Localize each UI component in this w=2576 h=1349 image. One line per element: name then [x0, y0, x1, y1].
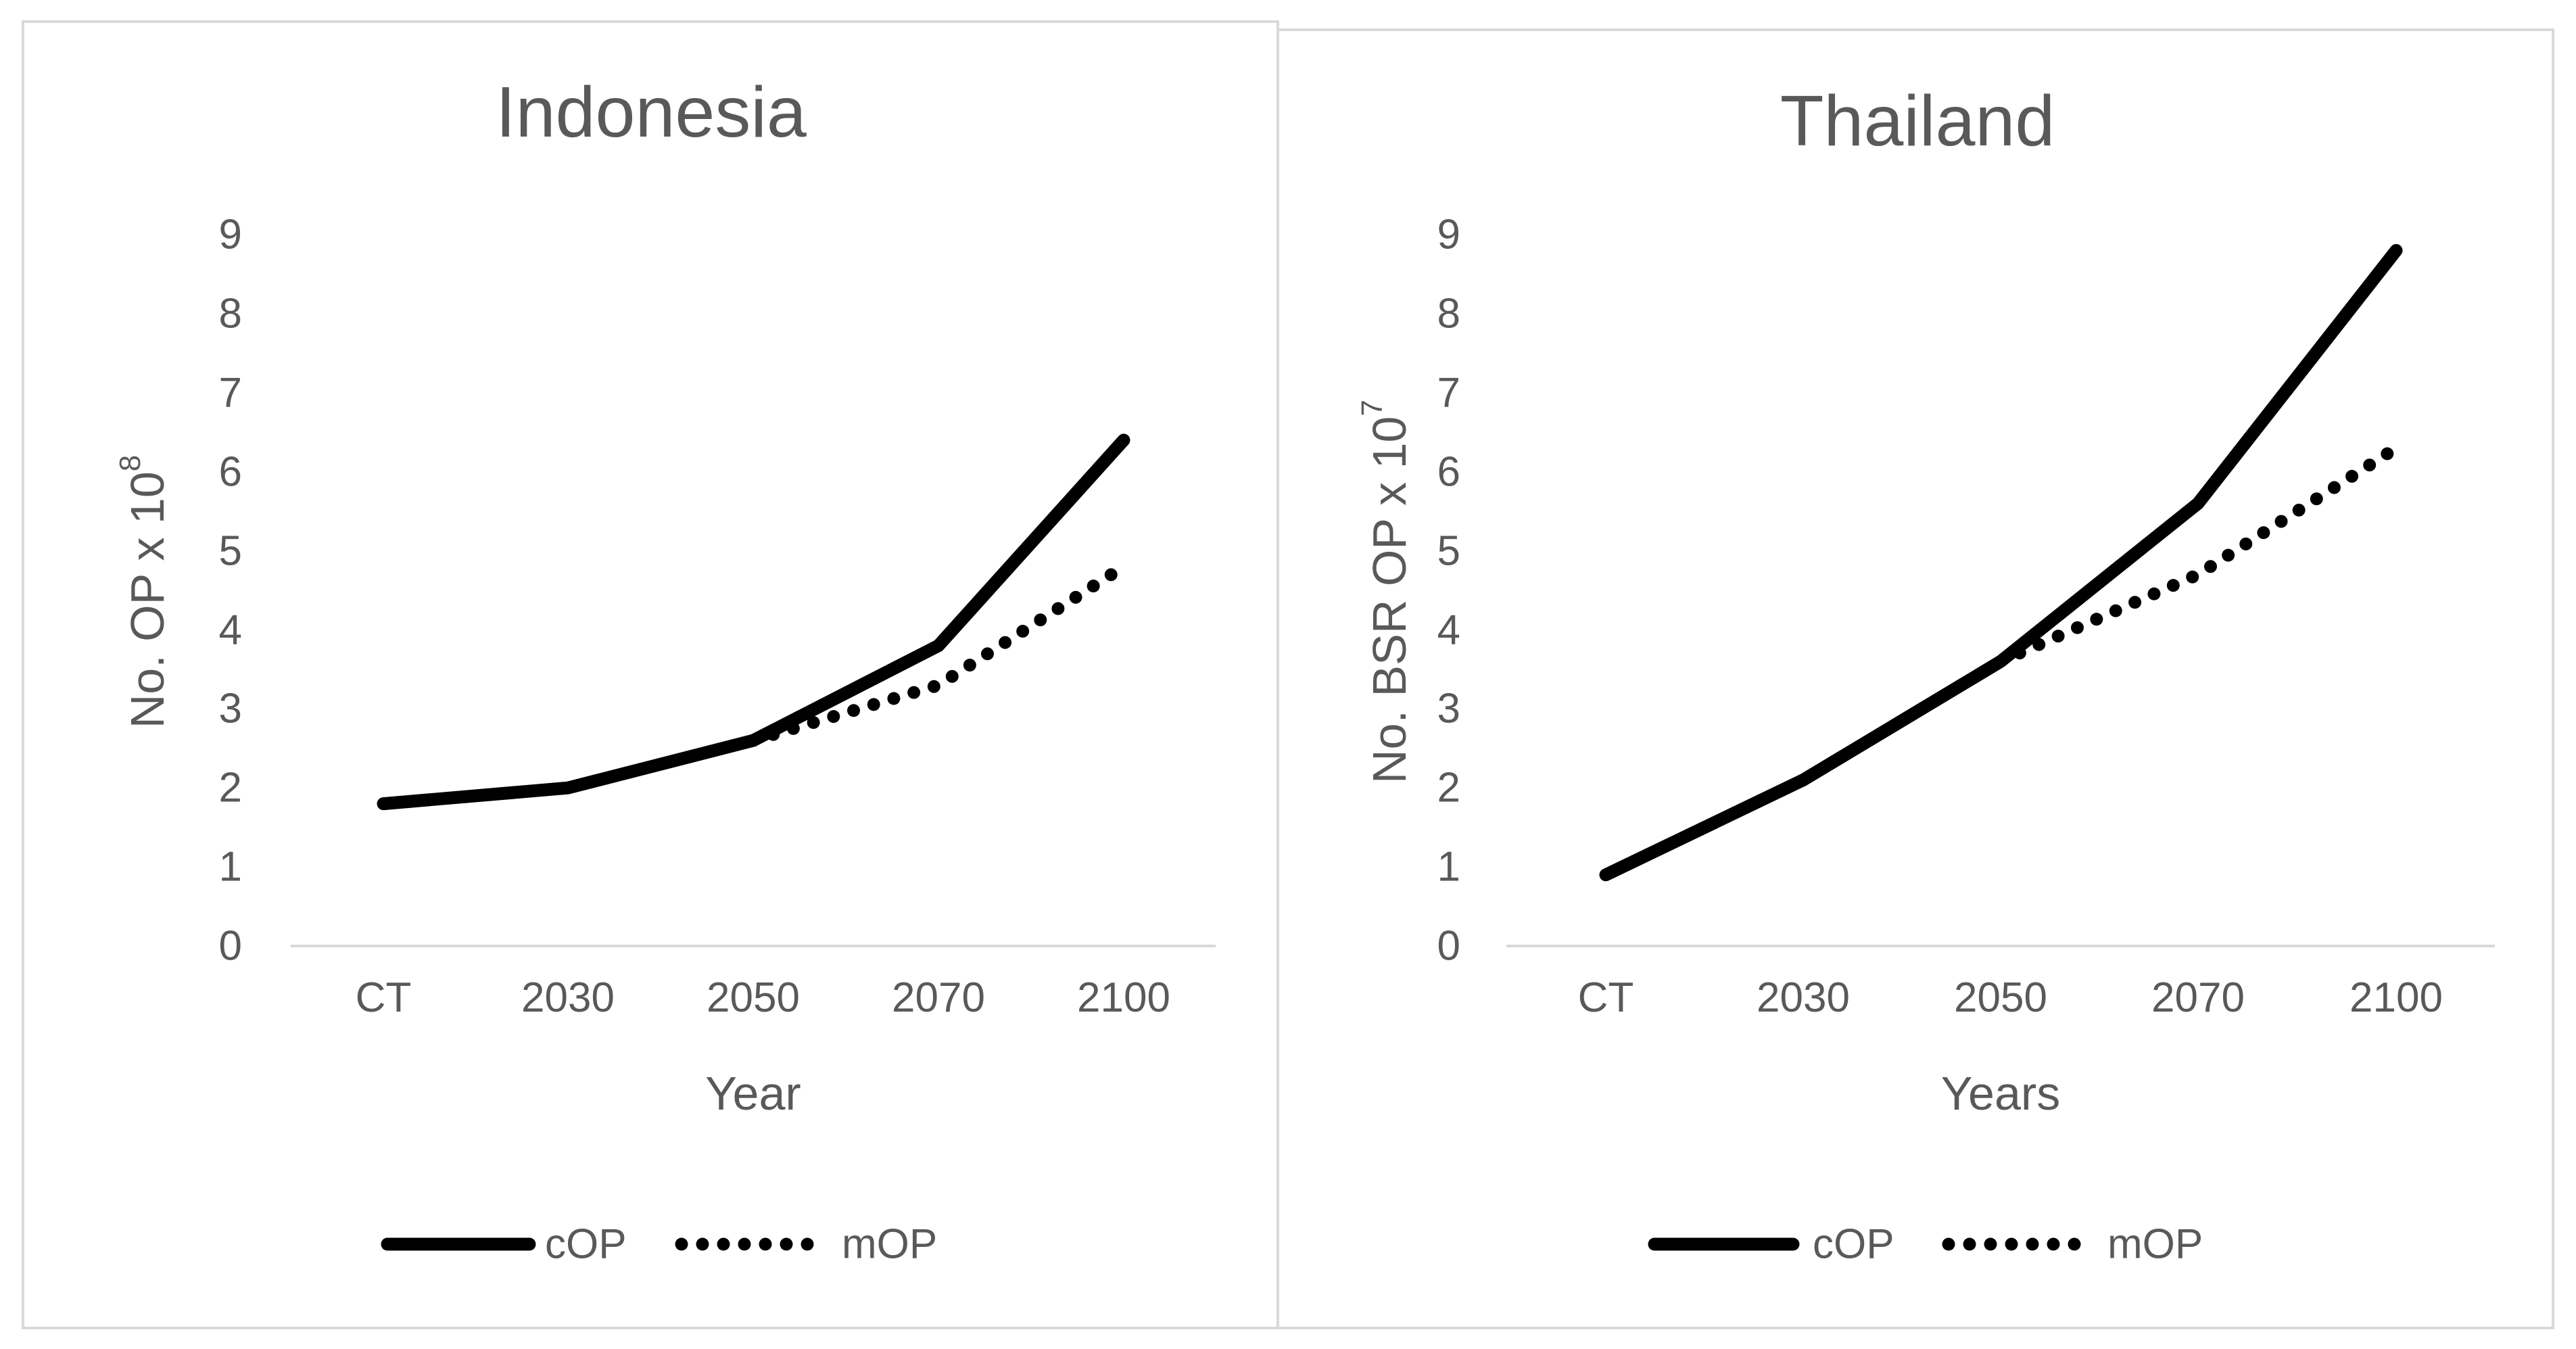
y-axis-title-exponent: 7 [1356, 400, 1389, 416]
y-axis-title-main: No. OP x 10 [121, 471, 174, 728]
y-tick-label-9: 9 [219, 212, 242, 258]
series-line-cop [1599, 243, 2403, 882]
y-tick-label-8: 8 [1437, 291, 1460, 337]
series-line-mop [1994, 442, 2403, 668]
y-tick-label-1: 1 [1437, 844, 1460, 891]
y-axis: 0 1 2 3 4 5 6 7 8 9 [1437, 212, 1460, 970]
legend-label-mop: mOP [2107, 1221, 2203, 1268]
y-tick-label-5: 5 [1437, 528, 1460, 575]
chart-title: Thailand [1780, 81, 2055, 161]
legend-label-cop: cOP [1813, 1221, 1894, 1268]
series-line-mop [746, 560, 1130, 747]
x-tick-label-2030: 2030 [1757, 974, 1850, 1021]
y-tick-label-0: 0 [219, 923, 242, 970]
legend-label-cop: cOP [545, 1221, 627, 1268]
y-tick-label-9: 9 [1437, 212, 1460, 258]
y-tick-label-3: 3 [1437, 686, 1460, 732]
y-tick-label-7: 7 [219, 370, 242, 417]
legend: cOP mOP [1648, 1221, 2203, 1268]
y-tick-label-8: 8 [219, 291, 242, 337]
x-tick-label-2030: 2030 [521, 974, 615, 1021]
x-tick-label-ct: CT [356, 974, 412, 1021]
x-tick-label-2070: 2070 [892, 974, 985, 1021]
y-axis-title: No. OP x 108 [114, 455, 174, 729]
y-tick-label-5: 5 [219, 528, 242, 575]
x-tick-label-2050: 2050 [707, 974, 800, 1021]
x-axis: CT 2030 2050 2070 2100 [1578, 974, 2443, 1021]
chart-thailand: Thailand 0 1 2 3 4 5 6 7 8 9 No. BSR OP … [1356, 81, 2495, 1268]
chart-title: Indonesia [496, 72, 807, 152]
x-tick-label-2100: 2100 [2350, 974, 2443, 1021]
y-tick-label-6: 6 [1437, 449, 1460, 496]
x-tick-label-2070: 2070 [2151, 974, 2245, 1021]
x-axis-title: Years [1941, 1067, 2060, 1120]
y-tick-label-4: 4 [219, 607, 242, 654]
panel-border-thailand [1277, 28, 2554, 1329]
y-tick-label-6: 6 [219, 449, 242, 496]
x-tick-label-2100: 2100 [1077, 974, 1170, 1021]
y-axis-title-main: No. BSR OP x 10 [1363, 417, 1416, 784]
legend: cOP mOP [381, 1221, 937, 1268]
chart-indonesia: Indonesia 0 1 2 3 4 5 6 7 8 9 No. OP x 1… [114, 72, 1216, 1268]
y-axis: 0 1 2 3 4 5 6 7 8 9 [219, 212, 242, 970]
panel-border-indonesia [22, 20, 1279, 1329]
series-line-cop [377, 433, 1130, 811]
y-tick-label-3: 3 [219, 686, 242, 732]
y-axis-title: No. BSR OP x 107 [1356, 400, 1416, 784]
y-tick-label-7: 7 [1437, 370, 1460, 417]
legend-label-mop: mOP [842, 1221, 937, 1268]
x-tick-label-2050: 2050 [1954, 974, 2047, 1021]
y-tick-label-2: 2 [219, 765, 242, 811]
y-tick-label-2: 2 [1437, 765, 1460, 811]
y-tick-label-4: 4 [1437, 607, 1460, 654]
y-tick-label-0: 0 [1437, 923, 1460, 970]
y-axis-title-exponent: 8 [114, 455, 147, 471]
x-tick-label-ct: CT [1578, 974, 1634, 1021]
x-axis-title: Year [705, 1067, 801, 1120]
x-axis: CT 2030 2050 2070 2100 [356, 974, 1170, 1021]
y-tick-label-1: 1 [219, 844, 242, 891]
